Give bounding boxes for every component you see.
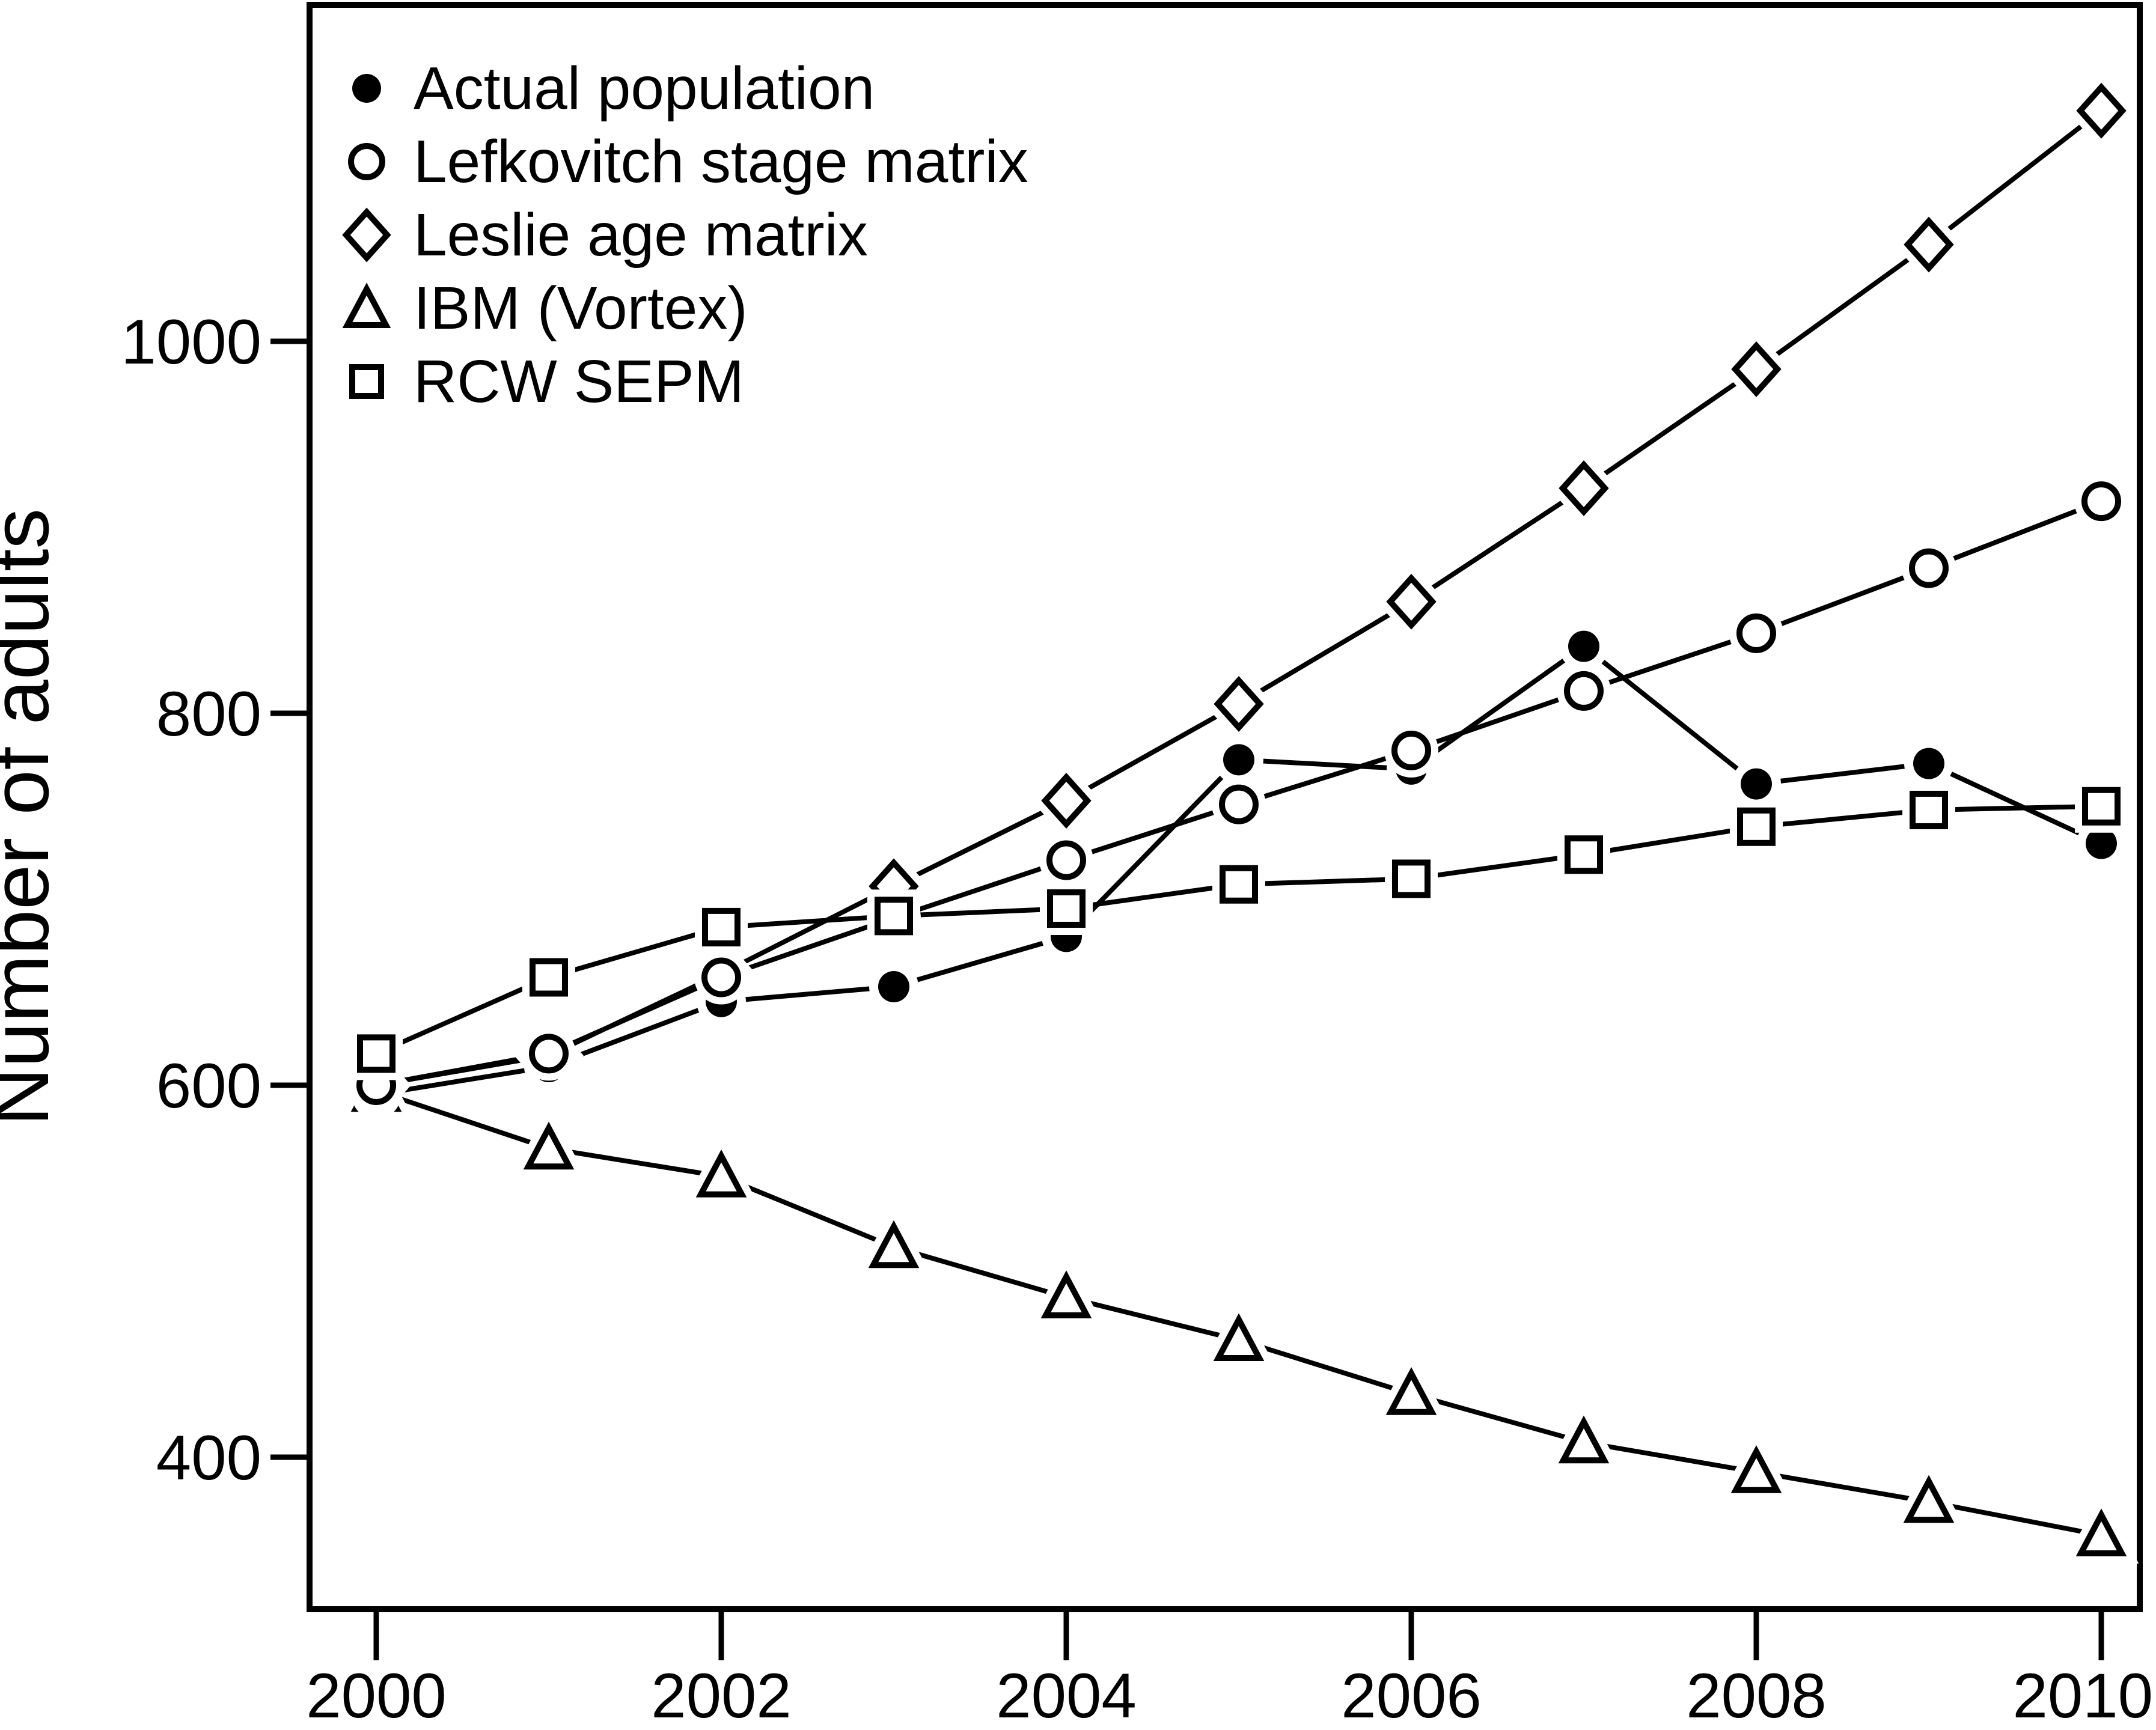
legend-item-rcw-sepm: RCW SEPM bbox=[338, 345, 1028, 418]
data-point-marker-open-triangle bbox=[1373, 1351, 1449, 1422]
data-point-marker-open-diamond bbox=[1721, 330, 1791, 408]
x-tick-label: 2002 bbox=[651, 1661, 792, 1730]
data-point-marker-open-diamond bbox=[1031, 762, 1101, 839]
series-markers-open-square bbox=[350, 779, 2128, 1080]
data-point-marker-open-circle bbox=[1039, 833, 1093, 888]
data-point-marker-open-diamond bbox=[1549, 449, 1619, 527]
data-point-marker-open-triangle bbox=[1546, 1400, 1622, 1471]
data-point-marker-open-triangle bbox=[1201, 1297, 1277, 1369]
legend-item-lefkovitch-stage-matrix: Lefkovitch stage matrix bbox=[338, 125, 1028, 198]
data-point-marker-open-diamond bbox=[2066, 72, 2136, 150]
data-point-marker-open-square bbox=[350, 1027, 403, 1080]
data-point-marker-open-diamond bbox=[1376, 562, 1446, 641]
data-point-marker-open-circle bbox=[694, 950, 748, 1005]
open-triangle-glyph bbox=[342, 282, 391, 328]
x-tick-label: 2004 bbox=[996, 1661, 1137, 1730]
data-point-marker-open-triangle bbox=[1891, 1460, 1967, 1531]
data-point-marker-filled-circle bbox=[1904, 739, 1953, 788]
data-point-marker-open-square bbox=[695, 900, 748, 954]
series-markers bbox=[338, 72, 2139, 1564]
legend-label: Actual population bbox=[414, 55, 875, 122]
open-diamond-icon bbox=[342, 207, 391, 263]
data-point-marker-open-circle bbox=[522, 1026, 576, 1081]
legend-label: IBM (Vortex) bbox=[414, 275, 748, 342]
y-tick-label: 1000 bbox=[121, 307, 261, 377]
y-axis-title: Number of adults bbox=[0, 508, 66, 1126]
data-point-marker-open-triangle bbox=[2063, 1493, 2139, 1564]
legend-label: RCW SEPM bbox=[414, 348, 744, 415]
filled-circle-icon bbox=[352, 74, 381, 103]
x-tick-label: 2010 bbox=[2012, 1661, 2153, 1730]
data-point-marker-open-circle bbox=[1212, 777, 1266, 832]
data-point-marker-open-circle bbox=[1902, 541, 1956, 595]
legend-label: Leslie age matrix bbox=[414, 201, 868, 269]
series-markers-open-circle bbox=[349, 474, 2128, 1112]
legend-label: Lefkovitch stage matrix bbox=[414, 128, 1028, 195]
data-point-marker-open-triangle bbox=[511, 1106, 587, 1177]
data-point-marker-filled-circle bbox=[1214, 735, 1263, 785]
data-point-marker-open-triangle bbox=[856, 1205, 932, 1276]
x-tick-label: 2000 bbox=[306, 1661, 447, 1730]
legend-item-leslie-age-matrix: Leslie age matrix bbox=[338, 198, 1028, 272]
data-point-marker-open-circle bbox=[1384, 723, 1438, 778]
data-point-marker-open-square bbox=[867, 889, 920, 943]
legend-item-actual-population: Actual population bbox=[338, 52, 1028, 125]
data-point-marker-filled-circle bbox=[869, 961, 918, 1011]
data-point-marker-open-square bbox=[1557, 828, 1610, 882]
data-point-marker-open-triangle bbox=[1718, 1430, 1794, 1500]
data-point-marker-open-circle bbox=[1557, 663, 1611, 718]
open-circle-icon bbox=[348, 143, 385, 180]
axis-tick-labels: 400 600 800 1000 2000 2002 2004 2006 2008 2010 bbox=[121, 307, 2153, 1730]
legend: Actual population Lefkovitch stage matri… bbox=[338, 52, 1028, 418]
filled-circle-glyph bbox=[352, 74, 381, 103]
open-triangle-icon bbox=[342, 282, 391, 328]
data-point-marker-open-circle bbox=[2074, 474, 2128, 529]
plot-frame bbox=[307, 2, 2143, 1612]
axis-ticks bbox=[270, 338, 2104, 1660]
data-point-marker-open-square bbox=[1730, 800, 1783, 853]
data-point-marker-open-triangle bbox=[683, 1134, 759, 1205]
open-diamond-glyph bbox=[342, 207, 391, 263]
data-point-marker-open-square bbox=[522, 951, 575, 1004]
data-point-marker-open-circle bbox=[1729, 606, 1783, 660]
y-tick-label: 800 bbox=[156, 679, 261, 749]
data-point-marker-filled-circle bbox=[1559, 621, 1608, 671]
data-point-marker-open-diamond bbox=[1204, 665, 1274, 743]
legend-item-ibm-vortex: IBM (Vortex) bbox=[338, 272, 1028, 345]
data-point-marker-open-square bbox=[1212, 857, 1265, 911]
open-square-icon bbox=[349, 364, 384, 399]
data-point-marker-open-square bbox=[1902, 783, 1955, 836]
data-point-marker-open-square bbox=[1040, 882, 1093, 935]
data-point-marker-open-square bbox=[2075, 779, 2128, 833]
data-point-marker-open-square bbox=[1385, 852, 1438, 906]
series-markers-open-triangle bbox=[338, 1049, 2139, 1564]
open-circle-glyph bbox=[348, 143, 385, 180]
y-tick-label: 400 bbox=[156, 1423, 261, 1493]
x-tick-label: 2006 bbox=[1341, 1661, 1482, 1730]
y-tick-label: 600 bbox=[156, 1051, 261, 1121]
data-point-marker-open-triangle bbox=[1028, 1255, 1104, 1326]
x-tick-label: 2008 bbox=[1686, 1661, 1827, 1730]
open-square-glyph bbox=[349, 364, 384, 399]
data-point-marker-filled-circle bbox=[1732, 759, 1781, 809]
plot-border bbox=[307, 2, 2143, 1612]
data-point-marker-open-diamond bbox=[1894, 206, 1964, 284]
